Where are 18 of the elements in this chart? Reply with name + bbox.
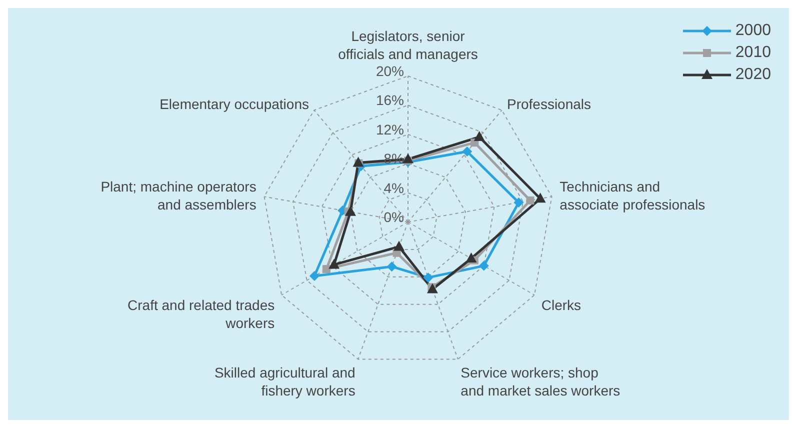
y-tick-label: 20% bbox=[376, 63, 404, 79]
spoke-label: Service workers; shop and market sales workers bbox=[460, 364, 620, 399]
spoke-label: Legislators, senior officials and managers bbox=[338, 28, 478, 62]
legend-label: 2020 bbox=[735, 66, 771, 84]
y-tick-label: 4% bbox=[384, 180, 404, 196]
y-tick-label: 8% bbox=[384, 150, 404, 167]
spoke-label: Technicians and associate professionals bbox=[560, 178, 706, 212]
legend-label: 2010 bbox=[735, 44, 771, 62]
spoke-label: Elementary occupations bbox=[160, 96, 310, 112]
spoke-label: Professionals bbox=[506, 96, 592, 112]
spoke-label: Skilled agricultural and fishery workers bbox=[214, 364, 356, 399]
spoke-label: Plant; machine operators and assemblers bbox=[100, 178, 256, 212]
y-tick-label: 0% bbox=[384, 209, 404, 225]
spoke-label: Craft and related trades workers bbox=[128, 297, 275, 331]
y-tick-label: 16% bbox=[376, 92, 404, 108]
spoke-label: Clerks bbox=[541, 297, 582, 313]
legend-label: 2000 bbox=[735, 22, 771, 40]
y-tick-label: 12% bbox=[376, 121, 404, 138]
